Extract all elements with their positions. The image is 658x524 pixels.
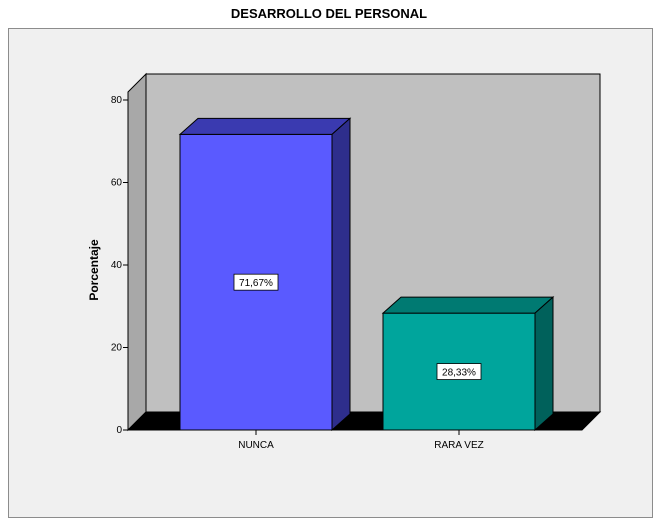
x-tick-label: NUNCA: [238, 440, 274, 451]
data-label: 28,33%: [442, 368, 476, 379]
bar-side-face: [534, 296, 554, 432]
bar-top-face: [178, 117, 352, 135]
y-axis-label: Porcentaje: [87, 239, 101, 301]
data-label: 71,67%: [239, 278, 273, 289]
y-tick-label: 0: [116, 425, 122, 436]
chart-side-wall: [127, 72, 147, 432]
bar-top-face: [381, 296, 555, 314]
y-tick-label: 40: [111, 260, 123, 271]
data-label-box: [436, 363, 482, 380]
bar-side-face: [331, 117, 351, 432]
x-tick-label: RARA VEZ: [434, 440, 483, 451]
y-tick-label: 20: [111, 343, 123, 354]
data-label-box: [233, 273, 279, 291]
y-tick-label: 80: [111, 95, 123, 106]
y-tick-label: 60: [111, 178, 123, 189]
chart-title: DESARROLLO DEL PERSONAL: [230, 6, 428, 21]
